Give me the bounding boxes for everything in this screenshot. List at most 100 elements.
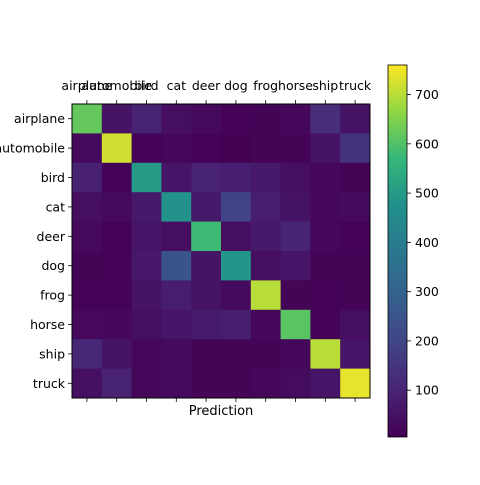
heatmap-cell bbox=[161, 133, 192, 164]
heatmap-cell bbox=[221, 280, 252, 311]
heatmap-cell bbox=[310, 280, 341, 311]
heatmap-cell bbox=[72, 133, 103, 164]
heatmap-cell bbox=[72, 221, 103, 252]
heatmap-cell bbox=[101, 339, 133, 370]
y-tick-label: frog bbox=[40, 288, 65, 303]
heatmap-cell bbox=[250, 368, 282, 399]
heatmap-cell bbox=[310, 192, 341, 223]
heatmap-cell bbox=[310, 368, 341, 399]
heatmap-cell bbox=[280, 133, 311, 164]
heatmap-cell bbox=[250, 280, 282, 311]
x-tick-label: ship bbox=[312, 78, 338, 93]
heatmap-cell bbox=[250, 162, 282, 193]
heatmap-cell bbox=[340, 192, 371, 223]
heatmap-cell bbox=[72, 192, 103, 223]
y-tick-label: truck bbox=[33, 376, 66, 391]
heatmap-cell bbox=[131, 133, 162, 164]
heatmap-cell bbox=[280, 162, 311, 193]
heatmap-cell bbox=[250, 309, 282, 340]
heatmap-cell bbox=[161, 280, 192, 311]
heatmap-cell bbox=[131, 104, 162, 134]
heatmap-cell bbox=[280, 368, 311, 399]
heatmap-cell bbox=[221, 309, 252, 340]
heatmap-cell bbox=[280, 339, 311, 370]
y-tick-label: ship bbox=[39, 346, 65, 361]
heatmap-cell bbox=[72, 251, 103, 281]
heatmap-cell bbox=[131, 309, 162, 340]
heatmap-cell bbox=[101, 368, 133, 399]
y-ticks: airplane automobile bird cat deer dog frog hors… bbox=[0, 111, 72, 391]
heatmap-cell bbox=[161, 251, 192, 281]
heatmap-cell bbox=[310, 221, 341, 252]
heatmap-cell bbox=[131, 221, 162, 252]
y-tick-label: airplane bbox=[14, 111, 65, 126]
heatmap-cell bbox=[280, 251, 311, 281]
heatmap-cell bbox=[221, 192, 252, 223]
x-tick-label: dog bbox=[224, 78, 248, 93]
heatmap-cell bbox=[191, 221, 222, 252]
x-tick-label: cat bbox=[167, 78, 187, 93]
heatmap-cell bbox=[340, 133, 371, 164]
heatmap-cell bbox=[340, 339, 371, 370]
heatmap-cell bbox=[191, 339, 222, 370]
heatmap-cell bbox=[280, 221, 311, 252]
x-tick-label: truck bbox=[339, 78, 372, 93]
heatmap-cell bbox=[280, 280, 311, 311]
heatmap-cell bbox=[191, 309, 222, 340]
colorbar-tick-label: 200 bbox=[415, 333, 439, 348]
heatmap-cell bbox=[161, 192, 192, 223]
x-tick-label: airplane bbox=[61, 78, 112, 93]
heatmap-cell bbox=[340, 251, 371, 281]
heatmap-cell bbox=[72, 162, 103, 193]
heatmap-cell bbox=[101, 104, 133, 134]
heatmap-cell bbox=[161, 162, 192, 193]
heatmap-cell bbox=[101, 162, 133, 193]
heatmap-cell bbox=[161, 221, 192, 252]
heatmap-cell bbox=[191, 192, 222, 223]
heatmap-cell bbox=[191, 280, 222, 311]
heatmap-cell bbox=[131, 162, 162, 193]
heatmap-cell bbox=[191, 162, 222, 193]
y-tick-label: dog bbox=[41, 258, 65, 273]
heatmap-cell bbox=[221, 162, 252, 193]
heatmap-cell bbox=[191, 251, 222, 281]
colorbar: 100 200 300 400 500 600 700 bbox=[387, 64, 439, 438]
colorbar-tick-label: 100 bbox=[415, 383, 439, 398]
heatmap-cell bbox=[161, 309, 192, 340]
colorbar-tick-label: 600 bbox=[415, 136, 439, 151]
heatmap-cell bbox=[221, 133, 252, 164]
heatmap-cell bbox=[131, 192, 162, 223]
heatmap-cell bbox=[280, 309, 311, 340]
heatmap-cell bbox=[310, 162, 341, 193]
heatmap-cell bbox=[340, 280, 371, 311]
x-tick-label: deer bbox=[192, 78, 221, 93]
heatmap-cell bbox=[250, 104, 282, 134]
heatmap-cell bbox=[221, 221, 252, 252]
colorbar-gradient bbox=[387, 64, 408, 438]
colorbar-tick-label: 400 bbox=[415, 235, 439, 250]
heatmap-cell bbox=[72, 280, 103, 311]
x-axis-label: Prediction bbox=[189, 404, 254, 419]
heatmap-cell bbox=[101, 251, 133, 281]
heatmap-cell bbox=[310, 251, 341, 281]
heatmap-cell bbox=[250, 192, 282, 223]
heatmap-cell bbox=[340, 221, 371, 252]
heatmap-cell bbox=[280, 192, 311, 223]
heatmap-cell bbox=[131, 280, 162, 311]
heatmap-cell bbox=[250, 339, 282, 370]
heatmap-cell bbox=[340, 104, 371, 134]
heatmap-cell bbox=[340, 162, 371, 193]
heatmap-cell bbox=[250, 251, 282, 281]
colorbar-tick-label: 500 bbox=[415, 186, 439, 201]
heatmap-cell bbox=[72, 368, 103, 399]
heatmap-cell bbox=[101, 192, 133, 223]
heatmap-cell bbox=[340, 368, 371, 399]
heatmap-cell bbox=[250, 221, 282, 252]
colorbar-tick-label: 700 bbox=[415, 87, 439, 102]
heatmap-cell bbox=[72, 104, 103, 134]
heatmap-cell bbox=[161, 339, 192, 370]
y-tick-label: bird bbox=[41, 170, 65, 185]
